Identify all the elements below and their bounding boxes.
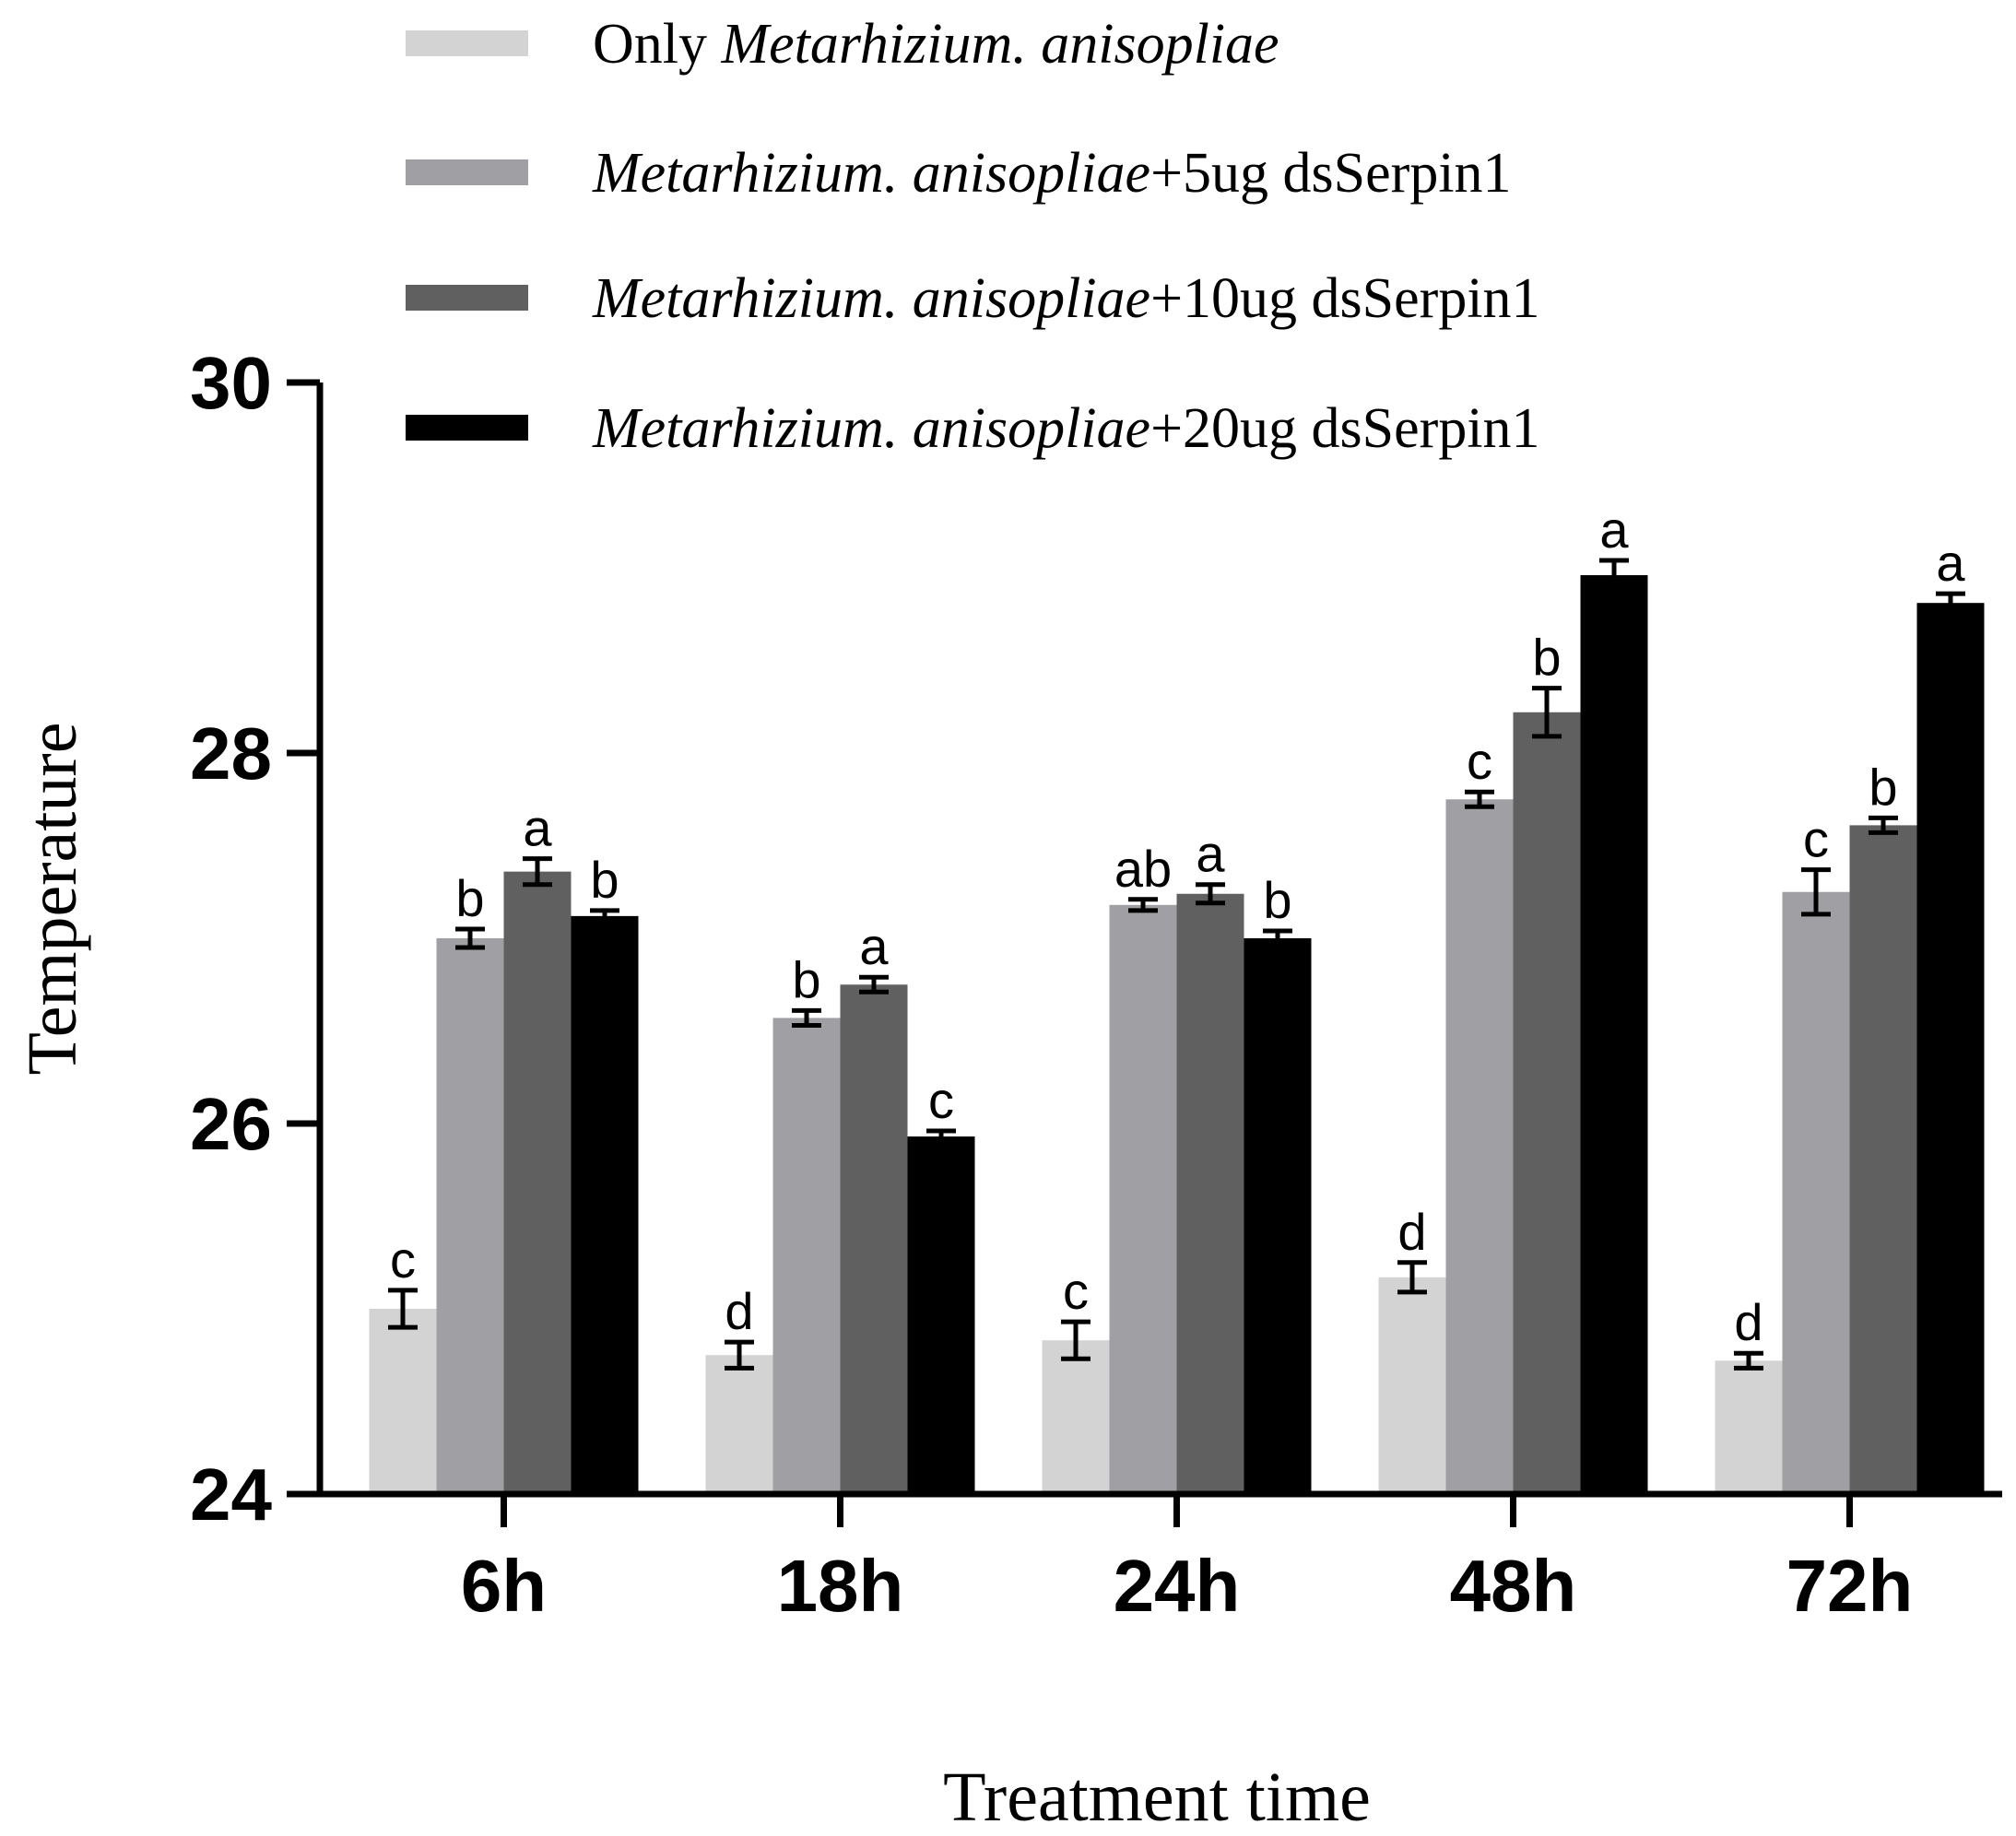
error-bar-24h-series-1 [1061,1319,1091,1361]
error-bars [388,558,1965,1371]
bar-18h-series-2 [772,1018,841,1494]
error-bar-18h-series-4 [926,1128,956,1145]
significance-letter-24h-series-4: b [1263,871,1291,929]
significance-letter-48h-series-2: c [1467,732,1492,790]
significance-letter-24h-series-2: ab [1114,840,1172,898]
bar-6h-series-1 [369,1309,437,1494]
error-bar-18h-series-3 [859,974,889,994]
significance-letter-24h-series-3: a [1196,825,1225,883]
error-bar-48h-series-4 [1599,558,1629,593]
x-tick-label-48h: 48h [1450,1545,1577,1627]
error-bar-18h-series-1 [725,1339,754,1371]
error-bar-6h-series-4 [590,908,619,924]
error-bar-72h-series-4 [1936,591,1965,615]
y-tick-label-28: 28 [190,712,272,794]
x-tick-label-24h: 24h [1114,1545,1241,1627]
bar-72h-series-1 [1715,1360,1783,1494]
error-bar-6h-series-2 [455,926,485,950]
bar-6h-series-3 [503,871,572,1494]
significance-letter-48h-series-1: d [1397,1203,1426,1261]
legend-label: Metarhizium. anisopliae+5ug dsSerpin1 [592,142,1512,205]
x-axis-title: Treatment time [943,1759,1371,1836]
error-bar-48h-series-3 [1532,686,1562,739]
error-bar-24h-series-2 [1128,897,1158,913]
significance-letter-72h-series-4: a [1936,534,1965,592]
x-tick-label-72h: 72h [1786,1545,1914,1627]
legend-item-2: Metarhizium. anisopliae+5ug dsSerpin1 [406,142,1512,205]
bar-24h-series-4 [1244,938,1312,1494]
error-bar-24h-series-3 [1196,882,1225,906]
significance-letter-72h-series-1: d [1734,1293,1763,1351]
bar-72h-series-4 [1916,603,1985,1494]
legend-swatch [406,159,528,185]
legend: Only Metarhizium. anisopliae Metarhizium.… [406,13,1540,460]
bar-18h-series-3 [840,984,908,1494]
error-bar-6h-series-3 [523,856,552,888]
significance-letter-18h-series-3: a [859,917,889,975]
bar-48h-series-1 [1378,1277,1446,1494]
error-bar-24h-series-4 [1263,928,1292,948]
error-bar-72h-series-2 [1801,867,1831,917]
y-tick-label-24: 24 [190,1454,272,1536]
error-bar-48h-series-1 [1397,1260,1427,1295]
legend-swatch [406,30,528,56]
y-tick-label-26: 26 [190,1083,272,1165]
significance-letter-72h-series-3: b [1869,758,1897,816]
bar-6h-series-4 [571,915,639,1494]
bars [369,575,1985,1494]
bar-18h-series-1 [705,1355,773,1494]
legend-label: Metarhizium. anisopliae+10ug dsSerpin1 [592,267,1540,330]
legend-label: Metarhizium. anisopliae+20ug dsSerpin1 [592,397,1540,460]
significance-letter-72h-series-2: c [1803,810,1829,868]
significance-letter-48h-series-4: a [1599,500,1629,559]
legend-item-1: Only Metarhizium. anisopliae [406,13,1279,76]
legend-swatch [406,415,528,441]
bar-24h-series-3 [1176,893,1244,1494]
significance-letter-24h-series-1: c [1063,1262,1089,1320]
significance-letter-6h-series-1: c [390,1230,416,1289]
legend-swatch [406,285,528,311]
significance-letter-18h-series-4: c [928,1071,954,1129]
bar-24h-series-1 [1042,1340,1110,1494]
significance-letter-18h-series-1: d [725,1282,753,1340]
error-bar-48h-series-2 [1465,789,1494,809]
significance-letter-6h-series-2: b [455,869,484,927]
bar-72h-series-2 [1782,891,1850,1494]
bar-48h-series-3 [1513,712,1581,1494]
error-bar-18h-series-2 [792,1007,821,1028]
significance-letter-18h-series-2: b [792,950,820,1008]
bar-6h-series-2 [436,938,504,1494]
bar-24h-series-2 [1109,904,1177,1494]
axes: 24 26 28 30 6h 18h 24h 48h 72h [190,342,2002,1627]
significance-letter-6h-series-4: b [590,851,619,909]
bar-48h-series-2 [1445,799,1514,1494]
x-tick-label-6h: 6h [461,1545,547,1627]
error-bar-6h-series-1 [388,1288,418,1330]
error-bar-72h-series-3 [1869,815,1898,835]
legend-item-4: Metarhizium. anisopliae+20ug dsSerpin1 [406,397,1540,460]
bar-48h-series-4 [1580,575,1648,1494]
x-tick-label-18h: 18h [777,1545,904,1627]
legend-item-3: Metarhizium. anisopliae+10ug dsSerpin1 [406,267,1540,330]
y-tick-label-30: 30 [190,342,272,424]
bar-18h-series-4 [907,1136,975,1494]
error-bar-72h-series-1 [1734,1350,1763,1371]
legend-label: Only Metarhizium. anisopliae [593,13,1279,76]
bar-72h-series-3 [1849,825,1917,1494]
significance-letter-48h-series-3: b [1532,629,1561,687]
y-axis-title: Temperature [14,723,91,1076]
significance-letter-6h-series-3: a [523,799,552,857]
